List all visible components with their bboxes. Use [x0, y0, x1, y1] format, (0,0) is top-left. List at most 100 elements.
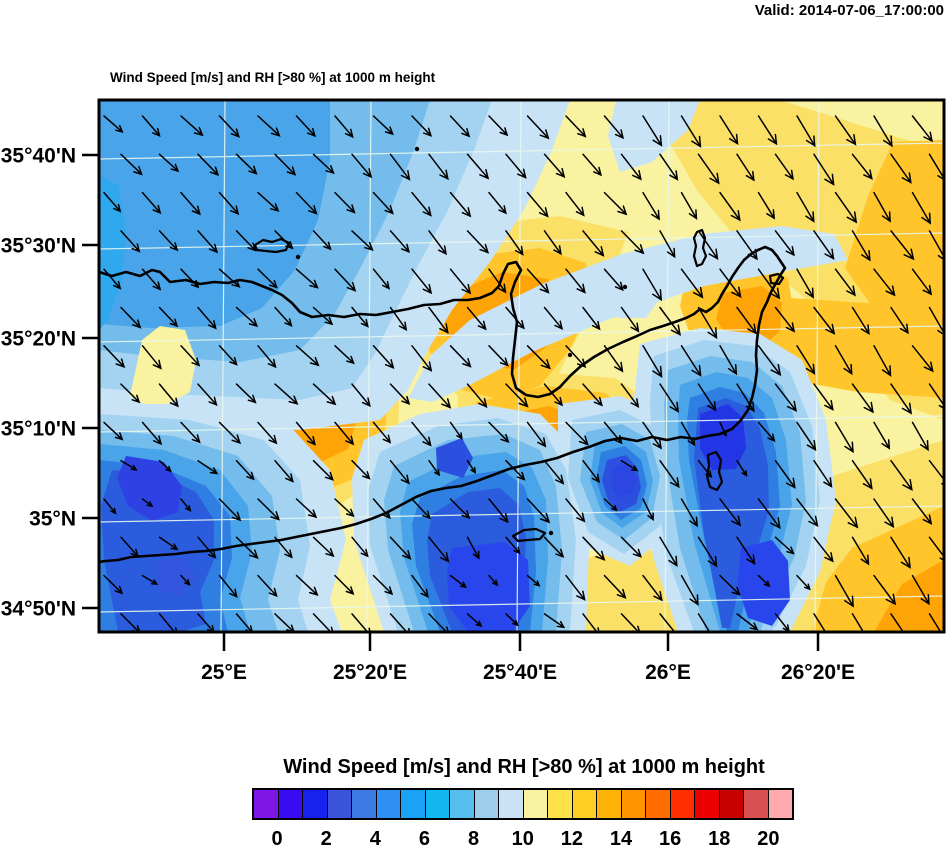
wind-arrow: [642, 268, 663, 302]
wind-arrow: [103, 191, 122, 213]
wind-arrow: [466, 536, 480, 560]
wind-arrow: [334, 498, 355, 518]
wind-arrow: [890, 306, 909, 335]
wind-arrow: [372, 345, 395, 369]
colorbar-cell: [548, 790, 573, 818]
wind-arrow: [911, 574, 930, 606]
wind-arrow: [488, 115, 509, 137]
wind-arrow: [488, 498, 509, 524]
wind-arrow: [659, 383, 680, 413]
colorbar-cell: [303, 790, 328, 818]
wind-arrow: [488, 345, 509, 367]
graticule-layer: [99, 100, 944, 632]
wind-arrow: [235, 459, 255, 481]
wind-arrow: [334, 268, 357, 292]
wind-arrow: [813, 383, 834, 411]
wind-arrow: [526, 268, 550, 294]
wind-arrow: [642, 191, 660, 221]
wind-arrow: [834, 191, 858, 224]
wind-arrow: [428, 536, 450, 563]
colorbar-cell: [597, 790, 622, 818]
wind-arrow: [351, 306, 369, 328]
wind-arrow: [103, 115, 124, 134]
wind-arrow: [757, 191, 776, 220]
wind-arrow: [449, 498, 471, 520]
wind-arrow: [774, 153, 794, 181]
map-plot: 35°40'N 35°30'N 35°20'N 35°10'N 35°N 34°50'N 2…: [1, 98, 946, 684]
wind-arrow: [911, 498, 933, 525]
wind-arrow: [565, 191, 585, 217]
wind-arrow: [158, 230, 179, 252]
wind-arrow: [543, 459, 565, 485]
wind-arrow: [757, 345, 782, 377]
wind-arrow: [389, 230, 411, 254]
wind-arrow: [334, 191, 356, 214]
wind-arrow: [428, 230, 448, 256]
wind-arrow: [620, 536, 642, 558]
wind-arrow: [603, 574, 627, 599]
wind-arrow: [274, 383, 299, 405]
wind-arrow: [334, 421, 355, 446]
wind-arrow: [659, 459, 680, 489]
wind-arrow: [603, 191, 628, 216]
wind-arrow: [197, 459, 219, 475]
wind-arrow: [911, 345, 934, 373]
graticule-meridian: [220, 100, 226, 632]
wind-arrow: [488, 268, 507, 294]
wind-arrow: [796, 421, 817, 452]
wind-arrow: [334, 574, 355, 595]
wind-arrow: [120, 306, 142, 329]
wind-arrow: [103, 268, 122, 290]
colorbar-cell: [352, 790, 377, 818]
wind-arrow: [719, 115, 739, 146]
wind-arrow: [813, 230, 835, 260]
wind-arrow: [197, 613, 215, 632]
contour-region-paleblue-top-patch: [608, 100, 700, 172]
colorbar-cell: [523, 790, 548, 818]
wind-arrow: [372, 421, 392, 444]
wind-arrow: [928, 383, 944, 410]
wind-arrow: [449, 345, 472, 368]
wind-arrow: [680, 574, 699, 606]
wind-arrow: [505, 536, 521, 555]
wind-arrow: [736, 613, 759, 631]
wind-arrow: [197, 306, 217, 330]
wind-arrow: [120, 459, 138, 471]
wind-arrow: [873, 115, 893, 148]
wind-arrow: [928, 613, 942, 632]
wind-arrow: [295, 191, 318, 215]
wind-arrow: [312, 383, 337, 406]
wind-arrow: [158, 459, 172, 473]
graticule-meridian: [814, 100, 820, 632]
colorbar-cell: [327, 790, 352, 818]
wind-arrow: [526, 498, 551, 524]
wind-arrow: [526, 345, 551, 370]
wind-arrow: [582, 230, 605, 257]
wind-arrow: [158, 383, 179, 408]
wind-arrow: [680, 345, 702, 377]
wind-arrow: [774, 230, 795, 257]
colorbar-tick-label: 10: [511, 828, 534, 850]
graticule-parallel: [99, 142, 944, 160]
wind-arrow: [274, 459, 294, 483]
wind-arrow: [873, 421, 891, 450]
wind-arrow: [757, 268, 781, 300]
wind-arrow: [719, 498, 742, 527]
y-axis-label: 35°40'N: [1, 145, 76, 168]
colorbar-cell: [450, 790, 475, 818]
wind-arrow: [659, 153, 679, 181]
wind-arrow: [834, 574, 854, 608]
colorbar-tick-label: 12: [560, 828, 583, 850]
wind-arrow: [565, 498, 586, 523]
wind-arrow: [351, 536, 369, 558]
wind-arrow: [813, 459, 833, 488]
colorbar-cell: [278, 790, 303, 818]
wind-arrow: [813, 153, 835, 186]
wind-arrow: [295, 498, 318, 519]
wind-arrow: [736, 153, 755, 182]
wind-arrow: [389, 306, 408, 332]
graticule-parallel: [99, 415, 944, 433]
wind-arrow: [873, 345, 892, 377]
wind-arrow: [218, 268, 241, 288]
wind-arrow: [103, 574, 124, 595]
